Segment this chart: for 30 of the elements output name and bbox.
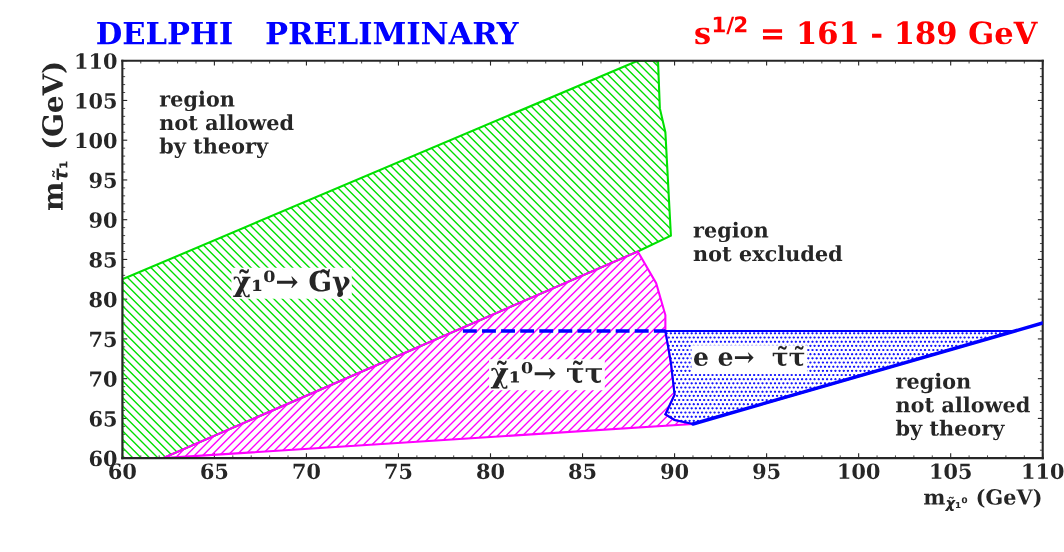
chart-title: DELPHI PRELIMINARY [97, 21, 519, 45]
y-axis-title: m$_{τ̃₁}$ (GeV) [41, 63, 68, 211]
annotation: region not allowed by theory [159, 90, 294, 159]
x-tick-label: 75 [385, 463, 412, 480]
x-tick-label: 90 [661, 463, 689, 480]
y-tick-label: 80 [89, 291, 117, 308]
x-tick-label: 80 [477, 463, 505, 480]
y-tick-label: 85 [89, 251, 116, 268]
annotation: χ̃₁⁰→ τ̃τ [490, 360, 603, 389]
x-tick-label: 95 [753, 463, 780, 480]
x-tick-label: 65 [201, 463, 228, 480]
annotation: χ̃₁⁰→ G̃γ [233, 269, 350, 298]
chart-subtitle: s$^{1/2}$ = 161 - 189 GeV [695, 16, 1038, 45]
x-tick-label: 100 [839, 463, 880, 480]
y-tick-label: 100 [76, 132, 117, 149]
y-tick-label: 110 [76, 53, 117, 69]
y-tick-label: 90 [89, 212, 117, 228]
y-tick-label: 70 [90, 371, 117, 387]
y-tick-label: 65 [89, 410, 116, 427]
y-tick-label: 95 [89, 172, 116, 189]
annotation: region not excluded [693, 221, 843, 262]
y-tick-label: 75 [90, 331, 116, 348]
y-tick-label: 105 [76, 92, 116, 109]
x-axis-title: m$_{χ̃₁⁰}$ (GeV) [924, 488, 1041, 512]
annotation: region not allowed by theory [895, 372, 1030, 441]
x-tick-label: 105 [931, 463, 971, 480]
annotation: e e→ τ̃τ̃ [694, 345, 805, 367]
x-tick-label: 70 [293, 463, 320, 480]
x-tick-label: 85 [569, 463, 596, 480]
x-tick-label: 110 [1023, 463, 1064, 480]
